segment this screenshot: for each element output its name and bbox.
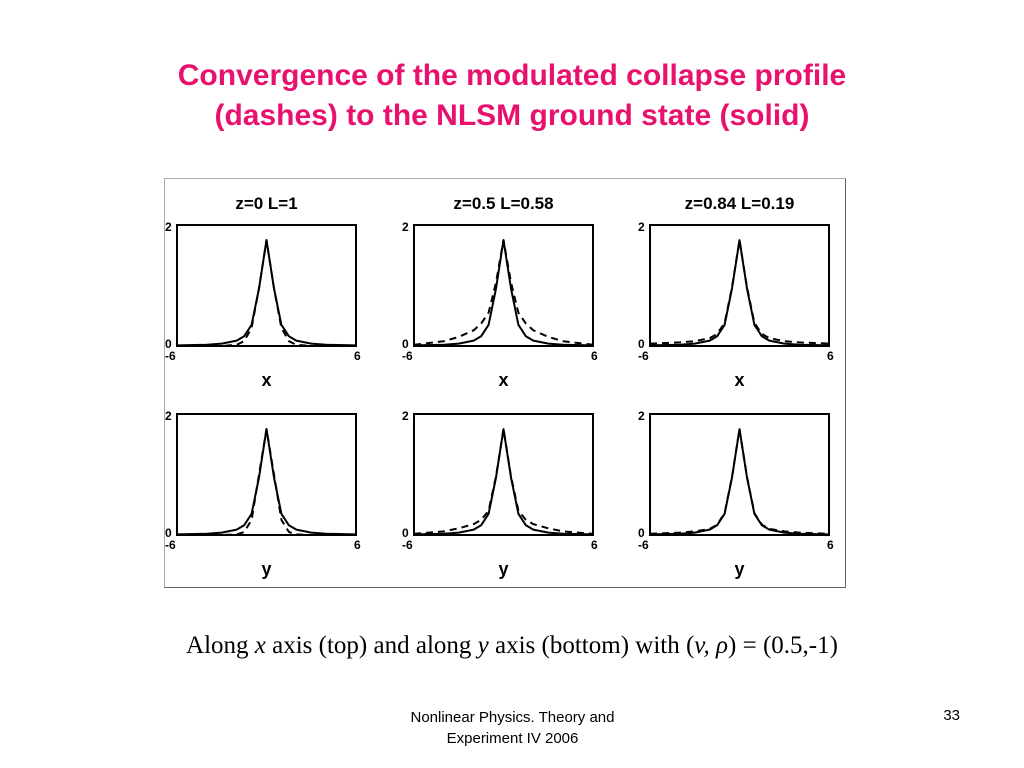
caption-text-3: axis (bottom) with (	[488, 632, 695, 659]
caption-x: x	[254, 632, 266, 659]
solid-series-line	[649, 428, 830, 536]
x-tick-label: 6	[591, 349, 598, 363]
y-tick-label: 2	[402, 409, 409, 423]
y-tick-label: 2	[638, 409, 645, 423]
solid-series-line	[176, 239, 357, 347]
panel-top-middle: z=0.5 L=0.58 2 0-6 6 x	[402, 194, 598, 390]
panel-title: z=0 L=1	[235, 194, 297, 213]
y-tick-label: 2	[165, 220, 172, 234]
x-tick-label: 6	[354, 538, 361, 552]
figure-panel-grid: z=0 L=1 2 0 -6 6 x z=0.5 L=0.58 2 0 -6 6 x z=0.84 L=…	[164, 178, 846, 588]
dashed-series-line	[649, 428, 830, 535]
dashed-series-line	[413, 428, 594, 535]
plot-frame	[649, 224, 830, 347]
dashed-series-line	[413, 239, 594, 346]
x-tick-label: 6	[354, 349, 361, 363]
x-tick-label: 6	[827, 349, 834, 363]
panel-top-right: z=0.84 L=0.19 2 0-6 6 x	[638, 194, 834, 390]
panel-bottom-right: 2 0-6 6 y	[638, 409, 834, 579]
slide-title-line-2: (dashes) to the NLSM ground state (solid…	[214, 99, 810, 132]
y-tick-label: 0	[402, 526, 409, 540]
x-axis-label: y	[261, 559, 271, 579]
x-axis-label: y	[734, 559, 744, 579]
x-axis-label: x	[734, 370, 744, 390]
footer-line-1: Nonlinear Physics. Theory and	[410, 709, 615, 726]
y-tick-label: 0	[165, 337, 172, 351]
dashed-series-line	[649, 239, 830, 345]
solid-series-line	[649, 239, 830, 347]
dashed-series-line	[177, 428, 356, 536]
x-axis-label: x	[498, 370, 508, 390]
x-tick-label: 6	[591, 538, 598, 552]
y-tick-label: 2	[165, 409, 172, 423]
x-tick-label: -6	[402, 349, 413, 363]
y-tick-label: 0	[402, 337, 409, 351]
panel-top-left: z=0 L=1 2 0-6 6 x	[165, 194, 361, 390]
panel-title: z=0.5 L=0.58	[453, 194, 553, 213]
x-axis-label: y	[498, 559, 508, 579]
dashed-series-line	[177, 239, 356, 347]
x-tick-label: 6	[827, 538, 834, 552]
y-tick-label: 2	[402, 220, 409, 234]
y-tick-label: 0	[165, 526, 172, 540]
caption-y: y	[477, 632, 489, 659]
x-tick-label: -6	[402, 538, 413, 552]
page-number: 33	[943, 707, 960, 724]
plot-frame	[413, 224, 594, 347]
x-axis-label: x	[261, 370, 271, 390]
panel-bottom-middle: 2 0-6 6 y	[402, 409, 598, 579]
panel-bottom-left: 2 0-6 6 y	[165, 409, 361, 579]
plot-frame	[176, 224, 357, 347]
y-tick-label: 2	[638, 220, 645, 234]
x-tick-label: -6	[165, 349, 176, 363]
panel-title: z=0.84 L=0.19	[685, 194, 795, 213]
caption-text-4: ) = (0.5,-1)	[728, 632, 838, 659]
solid-series-line	[413, 239, 594, 347]
slide-title: Convergence of the modulated collapse pr…	[0, 56, 1024, 136]
plot-frame	[413, 413, 594, 536]
x-tick-label: -6	[638, 349, 649, 363]
plot-frame	[649, 413, 830, 536]
caption-v-rho: v, ρ	[694, 632, 729, 659]
y-tick-label: 0	[638, 337, 645, 351]
x-tick-label: -6	[638, 538, 649, 552]
figure-caption: Along x axis (top) and along y axis (bot…	[0, 632, 1024, 660]
y-tick-label: 0	[638, 526, 645, 540]
footer-text: Nonlinear Physics. Theory and Experiment…	[340, 707, 685, 749]
solid-series-line	[176, 428, 357, 536]
solid-series-line	[413, 428, 594, 536]
caption-text-2: axis (top) and along	[265, 632, 478, 659]
slide-title-line-1: Convergence of the modulated collapse pr…	[177, 59, 847, 92]
footer-line-2: Experiment IV 2006	[446, 730, 579, 747]
plot-frame	[176, 413, 357, 536]
caption-text-1: Along	[186, 632, 255, 659]
x-tick-label: -6	[165, 538, 176, 552]
